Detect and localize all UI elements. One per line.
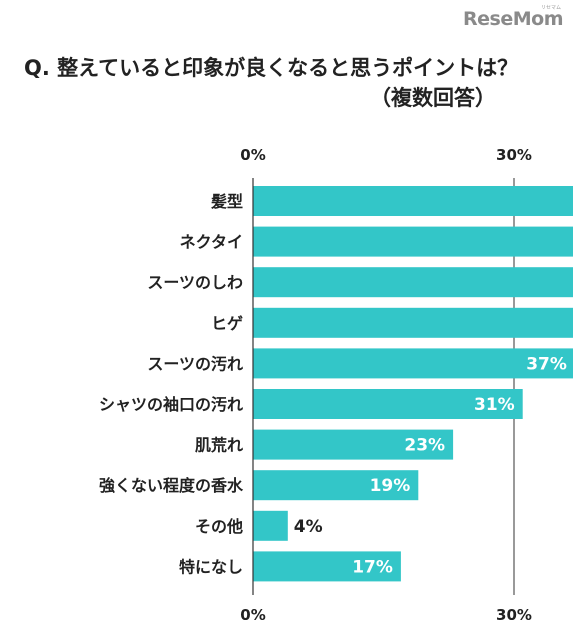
category-label-0: 髪型 xyxy=(210,192,243,211)
value-label-9: 17% xyxy=(352,557,393,577)
category-label-4: スーツの汚れ xyxy=(147,354,243,373)
tick-label-bottom-30: 30% xyxy=(496,606,532,624)
category-label-5: シャツの袖口の汚れ xyxy=(99,395,243,414)
category-label-3: ヒゲ xyxy=(211,314,243,333)
category-label-1: ネクタイ xyxy=(180,233,243,252)
value-label-5: 31% xyxy=(474,395,515,415)
value-label-4: 37% xyxy=(526,354,567,374)
value-label-7: 19% xyxy=(370,476,411,496)
chart-title: Q. 整えていると印象が良くなると思うポイントは？ xyxy=(24,56,519,80)
bar-0 xyxy=(253,186,573,216)
tick-label-top-0: 0% xyxy=(240,146,265,164)
category-label-7: 強くない程度の香水 xyxy=(99,476,244,495)
category-label-2: スーツのしわ xyxy=(147,273,243,292)
bar-9 xyxy=(253,551,401,582)
bar-1 xyxy=(253,226,573,257)
value-label-6: 23% xyxy=(404,436,445,456)
category-label-6: 肌荒れ xyxy=(195,436,243,455)
resemom-logo-subtext: リセマム xyxy=(540,5,561,11)
bar-6 xyxy=(253,429,454,460)
value-label-8: 4% xyxy=(294,517,323,537)
chart-subtitle: （複数回答） xyxy=(370,86,496,110)
bar-5 xyxy=(253,389,523,419)
category-label-9: 特になし xyxy=(179,557,243,576)
bar-3 xyxy=(253,307,573,338)
tick-label-top-30: 30% xyxy=(496,146,532,164)
bar-8 xyxy=(253,510,288,541)
category-label-8: その他 xyxy=(195,517,243,536)
bar-4 xyxy=(253,348,573,379)
bar-7 xyxy=(253,470,419,501)
bar-2 xyxy=(253,267,573,298)
resemom-logo: ReseMom xyxy=(463,8,563,30)
tick-label-bottom-0: 0% xyxy=(240,606,265,624)
